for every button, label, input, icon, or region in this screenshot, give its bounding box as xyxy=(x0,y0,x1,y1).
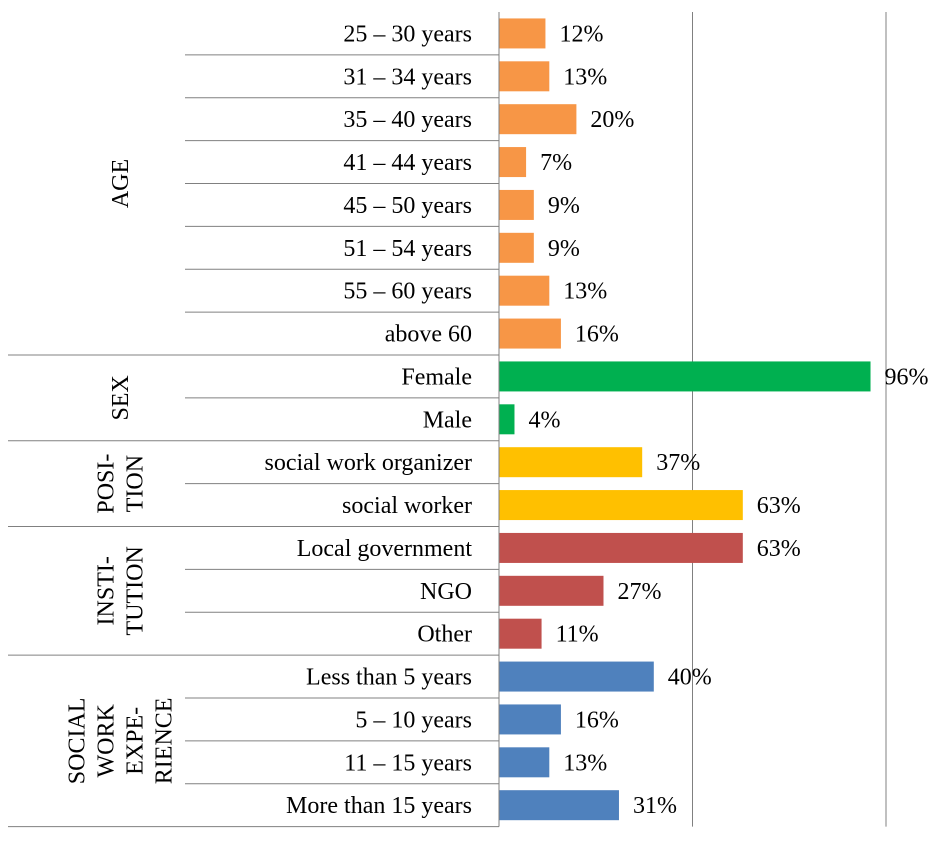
category-label: 51 – 54 years xyxy=(343,236,472,262)
data-label: 11% xyxy=(556,622,599,648)
category-label: 5 – 10 years xyxy=(355,707,472,733)
data-label: 13% xyxy=(563,750,607,776)
group-label: POSI- TION xyxy=(94,454,149,514)
category-label: 11 – 15 years xyxy=(344,750,472,776)
group-label: AGE xyxy=(108,159,134,208)
data-label: 16% xyxy=(575,322,619,348)
x-tick-label: 50% xyxy=(671,865,715,868)
category-label: social work organizer xyxy=(265,450,472,476)
category-label: Local government xyxy=(297,536,473,562)
data-label: 63% xyxy=(757,493,801,519)
data-label: 7% xyxy=(540,150,572,176)
group-label: SOCIAL WORK EXPE- RIENCE xyxy=(65,698,178,785)
category-label: Other xyxy=(417,622,472,648)
data-label: 9% xyxy=(548,193,580,219)
bar xyxy=(499,618,542,649)
data-label: 27% xyxy=(617,579,661,605)
bar xyxy=(499,232,534,263)
data-label: 96% xyxy=(885,364,929,390)
data-label: 13% xyxy=(563,64,607,90)
group-label-line: POSI- xyxy=(94,454,120,514)
data-label: 16% xyxy=(575,707,619,733)
group-label-line: SOCIAL xyxy=(65,698,91,785)
category-label: Less than 5 years xyxy=(306,665,472,691)
bar xyxy=(499,18,546,49)
bar xyxy=(499,790,619,821)
group-label-line: TUTION xyxy=(123,546,149,635)
bar xyxy=(499,361,871,392)
category-label: social worker xyxy=(342,493,472,519)
group-label-line: INSTI- xyxy=(94,556,120,625)
group-label-line: AGE xyxy=(108,159,134,208)
category-label: 25 – 30 years xyxy=(343,21,472,47)
group-label: SEX xyxy=(108,375,134,420)
data-label: 13% xyxy=(563,279,607,305)
group-label-line: RIENCE xyxy=(152,698,178,785)
data-label: 31% xyxy=(633,793,677,819)
bar xyxy=(499,318,561,349)
bar xyxy=(499,532,743,563)
group-label-line: EXPE- xyxy=(123,707,149,775)
bar xyxy=(499,189,534,220)
data-label: 40% xyxy=(668,665,712,691)
group-label-line: WORK xyxy=(94,704,120,778)
group-label: INSTI- TUTION xyxy=(94,546,149,635)
bar xyxy=(499,404,515,435)
x-tick-label: 100% xyxy=(858,865,914,868)
bar xyxy=(499,447,643,478)
group-label-line: TION xyxy=(123,455,149,512)
bar xyxy=(499,275,550,306)
category-label: 55 – 60 years xyxy=(343,279,472,305)
bar xyxy=(499,104,577,135)
bar xyxy=(499,747,550,778)
bar xyxy=(499,61,550,92)
bar xyxy=(499,704,561,735)
bar xyxy=(499,490,743,521)
data-label: 9% xyxy=(548,236,580,262)
category-label: 35 – 40 years xyxy=(343,107,472,133)
data-label: 37% xyxy=(656,450,700,476)
category-label: NGO xyxy=(420,579,472,605)
data-label: 12% xyxy=(559,21,603,47)
data-label: 20% xyxy=(590,107,634,133)
bar xyxy=(499,147,527,178)
data-label: 4% xyxy=(528,407,560,433)
category-label: Female xyxy=(401,364,472,390)
bar xyxy=(499,575,604,606)
category-label: 45 – 50 years xyxy=(343,193,472,219)
x-tick-label: 0% xyxy=(483,865,515,868)
category-label: Male xyxy=(423,407,472,433)
category-label: 31 – 34 years xyxy=(343,64,472,90)
category-label: More than 15 years xyxy=(286,793,472,819)
category-label: 41 – 44 years xyxy=(343,150,472,176)
group-label-line: SEX xyxy=(108,375,134,420)
data-label: 63% xyxy=(757,536,801,562)
bar xyxy=(499,661,654,692)
category-label: above 60 xyxy=(385,322,472,348)
